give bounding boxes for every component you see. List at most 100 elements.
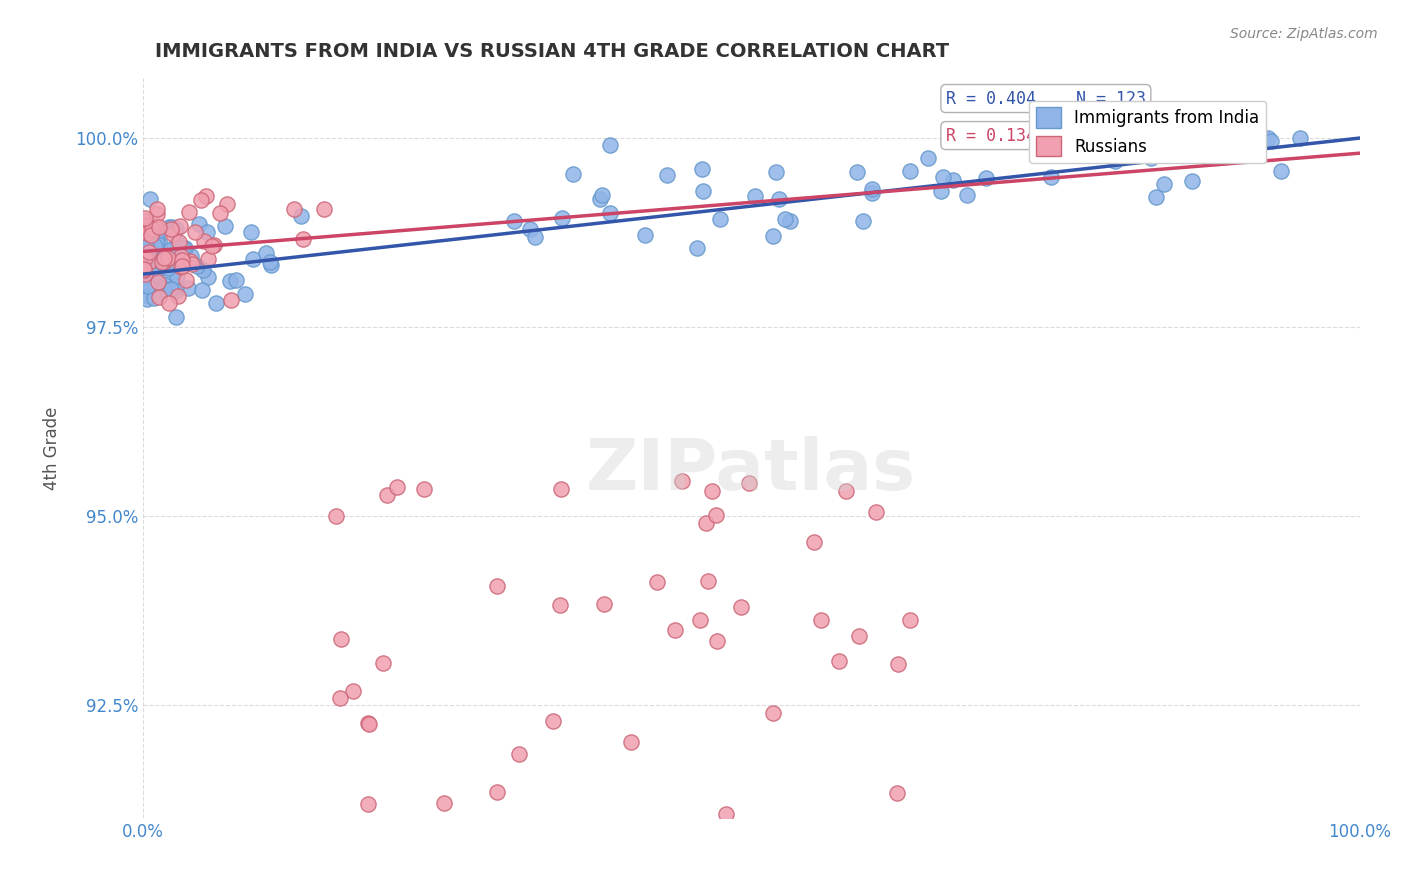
Point [765, 165, 787, 179]
Point [141, 227, 163, 242]
Point [160, 282, 183, 296]
Point [214, 219, 236, 234]
Point [860, 186, 883, 201]
Point [761, 706, 783, 721]
Point [655, 168, 678, 182]
Point [135, 227, 157, 241]
Point [148, 275, 170, 289]
Point [312, 202, 335, 216]
Point [1230, 131, 1253, 145]
Y-axis label: 4th Grade: 4th Grade [44, 407, 60, 490]
Point [744, 189, 766, 203]
Point [135, 239, 157, 253]
Point [202, 238, 225, 252]
Point [134, 263, 156, 277]
Point [138, 235, 160, 249]
Point [634, 227, 657, 242]
Point [134, 269, 156, 284]
Point [283, 202, 305, 216]
Text: ZIPatlas: ZIPatlas [586, 436, 917, 505]
Point [138, 221, 160, 235]
Point [157, 251, 180, 265]
Point [738, 475, 761, 490]
Point [1185, 147, 1208, 161]
Point [860, 182, 883, 196]
Point [714, 807, 737, 822]
Point [138, 284, 160, 298]
Point [325, 508, 347, 523]
Point [550, 482, 572, 496]
Point [170, 260, 193, 275]
Point [143, 291, 166, 305]
Point [548, 598, 571, 612]
Point [233, 286, 256, 301]
Point [195, 225, 218, 239]
Point [166, 268, 188, 283]
Point [1144, 190, 1167, 204]
Point [148, 220, 170, 235]
Point [148, 237, 170, 252]
Point [1253, 131, 1275, 145]
Point [172, 241, 194, 255]
Point [180, 249, 202, 263]
Point [1104, 154, 1126, 169]
Point [846, 165, 869, 179]
Point [508, 747, 530, 762]
Point [599, 137, 621, 152]
Point [704, 508, 727, 523]
Point [773, 212, 796, 227]
Point [898, 613, 921, 627]
Point [1118, 132, 1140, 146]
Point [254, 246, 277, 260]
Point [160, 220, 183, 235]
Point [342, 684, 364, 698]
Point [356, 715, 378, 730]
Point [176, 273, 198, 287]
Point [695, 516, 717, 530]
Point [134, 262, 156, 277]
Point [709, 212, 731, 227]
Point [502, 214, 524, 228]
Point [184, 226, 207, 240]
Point [132, 257, 155, 271]
Point [357, 717, 380, 731]
Point [139, 221, 162, 235]
Point [828, 654, 851, 668]
Point [160, 222, 183, 236]
Point [240, 225, 263, 239]
Point [138, 245, 160, 260]
Point [138, 278, 160, 293]
Point [692, 184, 714, 198]
Point [188, 217, 211, 231]
Point [153, 281, 176, 295]
Point [730, 600, 752, 615]
Point [177, 281, 200, 295]
Point [290, 210, 312, 224]
Point [225, 273, 247, 287]
Point [865, 505, 887, 519]
Point [768, 192, 790, 206]
Point [898, 164, 921, 178]
Point [174, 241, 197, 255]
Point [149, 253, 172, 268]
Text: R = 0.134    N =  92: R = 0.134 N = 92 [946, 127, 1146, 145]
Point [194, 188, 217, 202]
Point [1270, 164, 1292, 178]
Point [260, 258, 283, 272]
Point [166, 235, 188, 250]
Point [215, 196, 238, 211]
Point [589, 192, 612, 206]
Point [141, 259, 163, 273]
Point [645, 574, 668, 589]
Point [848, 629, 870, 643]
Point [413, 482, 436, 496]
Point [165, 279, 187, 293]
Point [1140, 151, 1163, 165]
Point [932, 170, 955, 185]
Point [942, 173, 965, 187]
Point [357, 797, 380, 811]
Point [387, 480, 409, 494]
Point [146, 235, 169, 250]
Point [146, 207, 169, 221]
Point [148, 290, 170, 304]
